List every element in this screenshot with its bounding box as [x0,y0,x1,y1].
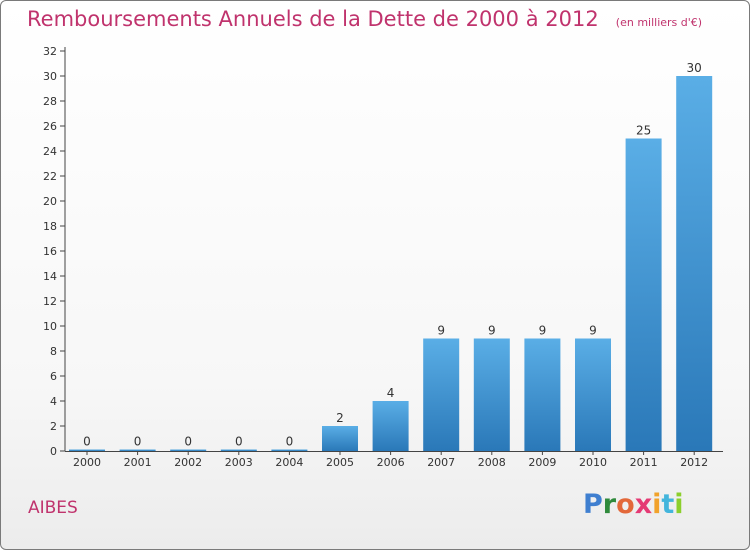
bar [423,338,460,451]
brand-logo-letter: r [602,489,617,520]
y-tick-label: 18 [43,220,57,233]
place-name: AIBES [28,498,78,518]
x-tick-label: 2009 [528,456,556,469]
data-label: 30 [687,61,702,75]
brand-logo-letter: P [583,489,603,520]
bar [473,338,510,451]
data-label: 9 [437,324,445,338]
x-tick-label: 2008 [478,456,506,469]
chart-subtitle: (en milliers d'€) [615,16,703,29]
y-tick-label: 28 [43,95,57,108]
y-tick-label: 0 [50,445,57,458]
brand-logo-letter: o [616,489,635,520]
data-label: 0 [184,435,192,449]
data-label: 9 [539,324,547,338]
x-tick-label: 2006 [377,456,405,469]
x-tick-label: 2003 [225,456,253,469]
x-tick-label: 2002 [174,456,202,469]
y-tick-label: 14 [43,270,57,283]
x-tick-label: 2000 [73,456,101,469]
data-label: 0 [286,435,294,449]
bar [625,138,662,451]
x-tick-label: 2007 [427,456,455,469]
x-tick-label: 2001 [124,456,152,469]
brand-logo: Proxiti [583,489,684,520]
y-tick-label: 30 [43,70,57,83]
chart-title: Remboursements Annuels de la Dette de 20… [27,7,599,31]
data-label: 2 [336,411,344,425]
brand-logo-letter: x [634,489,653,520]
bar [676,76,713,451]
data-label: 0 [235,435,243,449]
y-tick-label: 26 [43,120,57,133]
bar [575,338,611,451]
bar [271,449,308,451]
x-tick-label: 2004 [275,456,303,469]
y-tick-label: 16 [43,245,57,258]
x-tick-label: 2011 [630,456,658,469]
bar [372,401,409,451]
data-label: 0 [83,435,91,449]
y-tick-label: 10 [43,320,57,333]
x-tick-label: 2010 [579,456,607,469]
title-row: Remboursements Annuels de la Dette de 20… [27,7,702,31]
y-tick-label: 2 [50,420,57,433]
y-tick-label: 12 [43,295,57,308]
data-label: 9 [589,324,597,338]
y-tick-label: 32 [43,45,57,58]
bar [322,426,358,451]
brand-logo-letter: i [652,489,662,520]
bar [170,449,207,451]
brand-logo-letter: i [674,489,684,520]
bar [119,449,156,451]
y-tick-label: 4 [50,395,57,408]
data-label: 25 [636,124,651,138]
y-tick-label: 20 [43,195,57,208]
data-label: 9 [488,324,496,338]
bar [524,338,561,451]
x-tick-label: 2005 [326,456,354,469]
y-tick-label: 6 [50,370,57,383]
brand-logo-letter: t [661,489,675,520]
y-tick-label: 22 [43,170,57,183]
bar [220,449,257,451]
data-label: 0 [134,435,142,449]
x-tick-label: 2012 [680,456,708,469]
bar [69,449,105,451]
data-label: 4 [387,386,395,400]
y-tick-label: 8 [50,345,57,358]
y-tick-label: 24 [43,145,57,158]
